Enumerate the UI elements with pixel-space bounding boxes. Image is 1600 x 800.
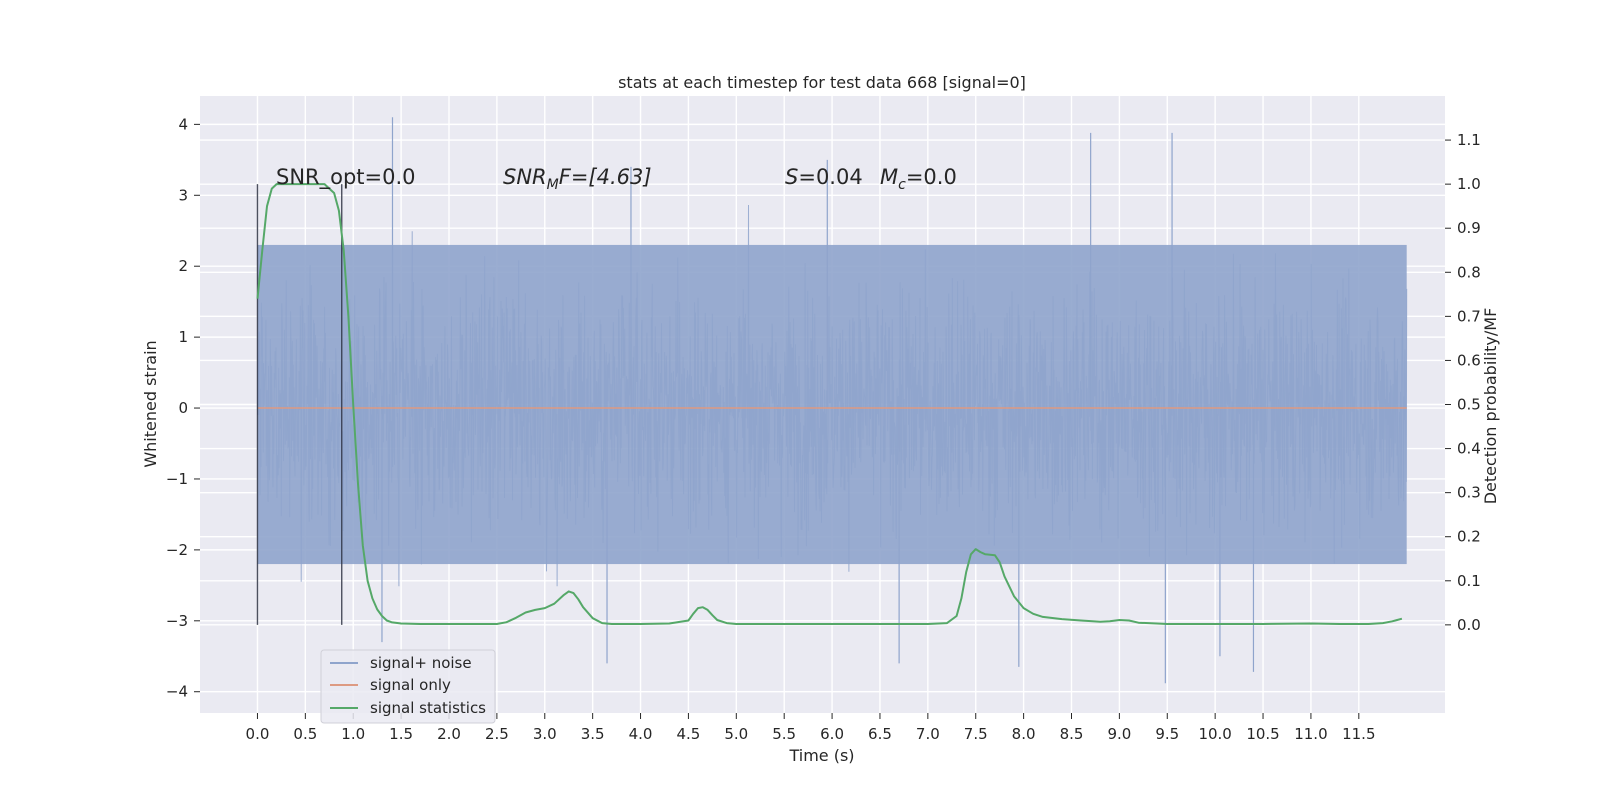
series-signal-plus-noise xyxy=(257,117,1408,684)
y-right-tick-label: 0.9 xyxy=(1457,219,1481,237)
y-tick-label: −1 xyxy=(166,470,188,488)
x-tick-label: 2.5 xyxy=(485,725,509,743)
x-tick-label: 3.5 xyxy=(581,725,605,743)
x-tick-label: 9.0 xyxy=(1107,725,1131,743)
y-tick-label: 2 xyxy=(178,257,188,275)
x-tick-label: 6.0 xyxy=(820,725,844,743)
annotation-mc-sub: c xyxy=(898,177,906,193)
y-tick-label: 1 xyxy=(178,328,188,346)
y-tick-label: −4 xyxy=(166,683,188,701)
annotation-s-tail: =0.04 xyxy=(798,165,862,189)
legend-label-signal-statistics: signal statistics xyxy=(370,699,486,717)
chart-title: stats at each timestep for test data 668… xyxy=(618,73,1026,92)
x-tick-label: 5.0 xyxy=(724,725,748,743)
x-tick-label: 8.0 xyxy=(1012,725,1036,743)
y-right-tick-label: 0.0 xyxy=(1457,616,1481,634)
x-tick-label: 11.0 xyxy=(1294,725,1327,743)
annotation-mc: Mc=0.0 xyxy=(880,165,957,193)
y-tick-label: 0 xyxy=(178,399,188,417)
x-tick-label: 6.5 xyxy=(868,725,892,743)
y-right-tick-label: 0.4 xyxy=(1457,440,1481,458)
x-axis-label: Time (s) xyxy=(788,746,854,765)
annotation-snr-opt: SNR_opt=0.0 xyxy=(276,165,416,190)
y-axis-ticks: 4 3 2 1 0 −1 −2 −3 −4 xyxy=(166,115,200,701)
x-tick-label: 4.5 xyxy=(676,725,700,743)
x-tick-label: 0.0 xyxy=(246,725,270,743)
x-tick-label: 2.0 xyxy=(437,725,461,743)
y-axis-label: Whitened strain xyxy=(141,340,160,467)
vertical-markers xyxy=(256,184,343,625)
x-tick-label: 11.5 xyxy=(1342,725,1375,743)
y-right-tick-label: 0.2 xyxy=(1457,528,1481,546)
y-right-axis-label: Detection probability/MF xyxy=(1481,308,1500,505)
y-right-tick-label: 0.5 xyxy=(1457,396,1481,414)
x-axis-ticks: 0.0 0.5 1.0 1.5 2.0 2.5 3.0 3.5 4.0 4.5 5.0 5.5 6.0 6… xyxy=(246,713,1376,743)
x-tick-label: 1.0 xyxy=(341,725,365,743)
y-right-tick-label: 0.8 xyxy=(1457,263,1481,281)
legend-box xyxy=(320,649,496,724)
y-tick-label: −2 xyxy=(166,541,188,559)
series-signal-statistics xyxy=(256,183,1403,625)
annotation-mc-main: M xyxy=(880,165,898,189)
x-tick-label: 5.5 xyxy=(772,725,796,743)
y-tick-label: 3 xyxy=(178,186,188,204)
legend: signal+ noise signal only signal statist… xyxy=(320,649,496,724)
annotation-mc-tail: =0.0 xyxy=(906,165,957,189)
x-tick-label: 10.5 xyxy=(1246,725,1279,743)
annotation-snr-mf-sub: M xyxy=(547,177,559,193)
legend-label-signal-only: signal only xyxy=(370,676,451,694)
legend-label-signal-plus-noise: signal+ noise xyxy=(370,654,472,672)
y-right-tick-label: 1.0 xyxy=(1457,175,1481,193)
x-tick-label: 7.5 xyxy=(964,725,988,743)
annotation-s: S=0.04 xyxy=(785,165,863,189)
x-tick-label: 9.5 xyxy=(1155,725,1179,743)
annotation-snr-mf: SNRMF=[4.63] xyxy=(503,165,652,193)
x-tick-label: 1.5 xyxy=(389,725,413,743)
y-right-tick-label: 0.1 xyxy=(1457,572,1481,590)
y-tick-label: 4 xyxy=(178,115,188,133)
y-tick-label: −3 xyxy=(166,612,188,630)
y-right-axis-ticks: 1.1 1.0 0.9 0.8 0.7 0.6 0.5 0.4 0.3 0.2 0.1 0.0 xyxy=(1445,131,1481,634)
x-tick-label: 4.0 xyxy=(629,725,653,743)
y-right-tick-label: 0.3 xyxy=(1457,484,1481,502)
y-right-tick-label: 0.6 xyxy=(1457,351,1481,369)
x-tick-label: 7.0 xyxy=(916,725,940,743)
x-tick-label: 8.5 xyxy=(1060,725,1084,743)
noise-dense-band xyxy=(257,244,1407,565)
statistics-line xyxy=(256,183,1403,625)
x-tick-label: 10.0 xyxy=(1198,725,1231,743)
y-right-tick-label: 1.1 xyxy=(1457,131,1481,149)
annotation-snr-mf-tail: F=[4.63] xyxy=(559,165,652,189)
annotation-s-main: S xyxy=(785,165,798,189)
y-right-tick-label: 0.7 xyxy=(1457,307,1481,325)
x-tick-label: 3.0 xyxy=(533,725,557,743)
x-tick-label: 0.5 xyxy=(293,725,317,743)
annotation-snr-mf-main: SNR xyxy=(503,165,547,189)
